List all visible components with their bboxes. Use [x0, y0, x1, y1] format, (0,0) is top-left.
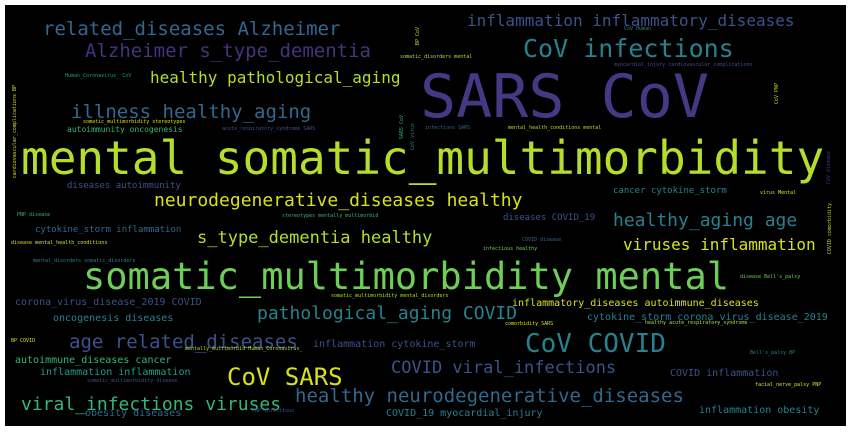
word: acute_respiratory_syndrome SARS — [222, 126, 316, 132]
word: related_diseases Alzheimer — [43, 18, 341, 40]
word: diseases COVID_19 — [503, 213, 596, 223]
word: CoV virus — [410, 123, 416, 151]
word: cardiovascular_complications BP — [12, 85, 18, 179]
word: healthy_aging age — [613, 210, 798, 231]
word: SARS CoV — [399, 115, 405, 140]
word: somatic_multimorbidity mental — [83, 255, 730, 298]
word: viral_infections viruses — [21, 394, 282, 415]
word: healthy neurodegenerative_diseases — [295, 385, 684, 407]
word: illness healthy_aging — [71, 101, 312, 123]
word: CoV infections — [523, 34, 734, 63]
word: comorbidity SARS — [505, 321, 554, 327]
word: somatic_disorders mental — [400, 54, 473, 60]
word: myocardial_injury cardiovascular_complic… — [614, 62, 753, 68]
word: infections SARS — [425, 125, 471, 131]
word: pathological_aging COVID — [257, 303, 518, 324]
word: SARS CoV — [420, 62, 709, 132]
word: Bell's_palsy BP — [750, 350, 796, 356]
word: mentally_multimorbid Human_Coronavirus_ — [185, 346, 303, 352]
word: COVID viral_infections — [391, 358, 617, 378]
word: somatic_multimorbidity disease — [87, 378, 178, 384]
word: Alzheimer s_type_dementia — [85, 40, 371, 62]
word: stereotypes mentally_multimorbid — [282, 213, 379, 219]
word: corona_virus_disease_2019 COVID — [15, 297, 202, 308]
word: CoV SARS — [227, 363, 343, 391]
word: PNP disease — [17, 212, 51, 218]
word: COVID disease — [522, 237, 562, 243]
word: obesity diseases — [85, 408, 182, 419]
word: COVID comorbidity — [827, 203, 833, 255]
word: cytokine_storm inflammation — [35, 225, 182, 235]
word: s_type_dementia healthy — [197, 228, 433, 248]
word: cancer cytokine_storm — [613, 186, 727, 196]
word: PNP infectious — [252, 408, 295, 414]
word: viruses inflammation — [623, 235, 816, 254]
word: healthy pathological_aging — [150, 68, 401, 87]
word: CoV Human — [624, 26, 652, 32]
word: facial_nerve_palsy PNP — [755, 382, 822, 388]
word: BP COVID — [11, 338, 36, 344]
word: CoV PNP — [774, 83, 780, 105]
word: BP CoV — [415, 27, 421, 46]
word: COVID_19 myocardial_injury — [386, 408, 543, 419]
word: CoV COVID — [525, 329, 666, 359]
word: somatic_multimorbidity stereotypes — [83, 119, 186, 125]
word-cloud: SARS CoV mental somatic_multimorbidity s… — [5, 5, 846, 426]
word: diseases autoimmunity — [67, 181, 181, 191]
word: inflammation cytokine_storm — [313, 339, 476, 350]
word: mental_disorders somatic_disorders — [33, 258, 136, 264]
word: autoimmune_diseases cancer — [15, 355, 172, 366]
word: healthy acute_respiratory_syndrome — [645, 320, 748, 326]
word: neurodegenerative_diseases healthy — [154, 190, 523, 211]
word: inflammation obesity — [699, 405, 820, 416]
word: inflammation inflammatory_diseases — [467, 11, 795, 30]
word: disease mental_health_conditions — [11, 240, 108, 246]
word: virus Mental — [760, 190, 797, 196]
word: disease Bell's_palsy — [740, 274, 801, 280]
word: autoimmunity oncogenesis — [67, 125, 183, 134]
word: Human_Coronavirus_ CoV — [65, 73, 132, 79]
word: somatic_multimorbidity mental_disorders — [331, 293, 449, 299]
word: age related_diseases — [69, 331, 298, 353]
word: mental somatic_multimorbidity — [21, 131, 825, 185]
word: cytokine_storm corona_virus_disease_2019 — [587, 312, 828, 323]
word: oncogenesis diseases — [53, 313, 174, 324]
word: inflammation inflammation — [40, 367, 191, 378]
word: COVID inflammation — [670, 368, 779, 379]
word: mental_health_conditions mental — [508, 125, 602, 131]
word: CoV disease — [826, 151, 832, 185]
word: infectious healthy — [483, 246, 538, 252]
word: inflammatory_diseases autoimmune_disease… — [512, 298, 759, 309]
